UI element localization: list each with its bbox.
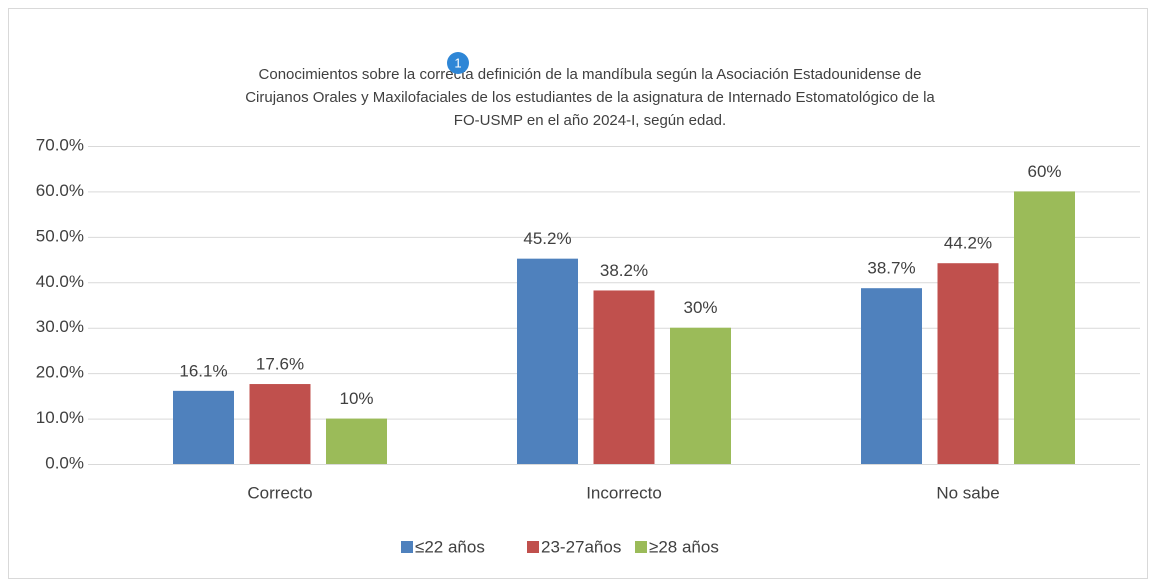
data-label: 17.6% <box>256 355 304 374</box>
data-label: 16.1% <box>179 361 227 380</box>
bar <box>326 418 387 464</box>
y-tick-label: 20.0% <box>36 363 84 382</box>
legend-swatch <box>401 541 413 553</box>
legend-label: 23-27años <box>541 537 621 556</box>
legend-label: ≤22 años <box>415 537 485 556</box>
bar <box>1014 191 1075 464</box>
data-label: 10% <box>339 389 373 408</box>
bar <box>937 263 999 464</box>
y-tick-label: 70.0% <box>36 135 84 154</box>
x-tick-label: No sabe <box>936 483 999 502</box>
bar <box>670 327 731 464</box>
annotation: 1 <box>454 55 461 70</box>
y-tick-label: 30.0% <box>36 317 84 336</box>
legend-swatch <box>635 541 647 553</box>
x-tick-label: Incorrecto <box>586 483 662 502</box>
bar <box>173 390 234 464</box>
annotation-badge <box>447 52 469 74</box>
bar <box>249 384 311 464</box>
y-tick-label: 40.0% <box>36 272 84 291</box>
chart-title: Cirujanos Orales y Maxilofaciales de los… <box>245 89 935 106</box>
chart-title: FO-USMP en el año 2024-I, según edad. <box>454 112 726 129</box>
legend-label: ≥28 años <box>649 537 719 556</box>
data-label: 30% <box>683 298 717 317</box>
legend-swatch <box>527 541 539 553</box>
data-label: 38.2% <box>600 261 648 280</box>
chart-title: Conocimientos sobre la correcta definici… <box>259 66 922 83</box>
bar <box>517 258 578 464</box>
y-tick-label: 50.0% <box>36 226 84 245</box>
data-label: 44.2% <box>944 234 992 253</box>
y-tick-label: 10.0% <box>36 408 84 427</box>
data-label: 60% <box>1027 162 1061 181</box>
y-tick-label: 0.0% <box>45 453 84 472</box>
data-label: 45.2% <box>523 229 571 248</box>
bar <box>861 288 922 464</box>
data-label: 38.7% <box>867 259 915 278</box>
y-tick-label: 60.0% <box>36 181 84 200</box>
bar <box>593 290 655 464</box>
x-tick-label: Correcto <box>247 483 312 502</box>
